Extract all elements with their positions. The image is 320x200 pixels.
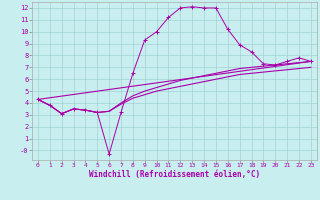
X-axis label: Windchill (Refroidissement éolien,°C): Windchill (Refroidissement éolien,°C) (89, 170, 260, 179)
